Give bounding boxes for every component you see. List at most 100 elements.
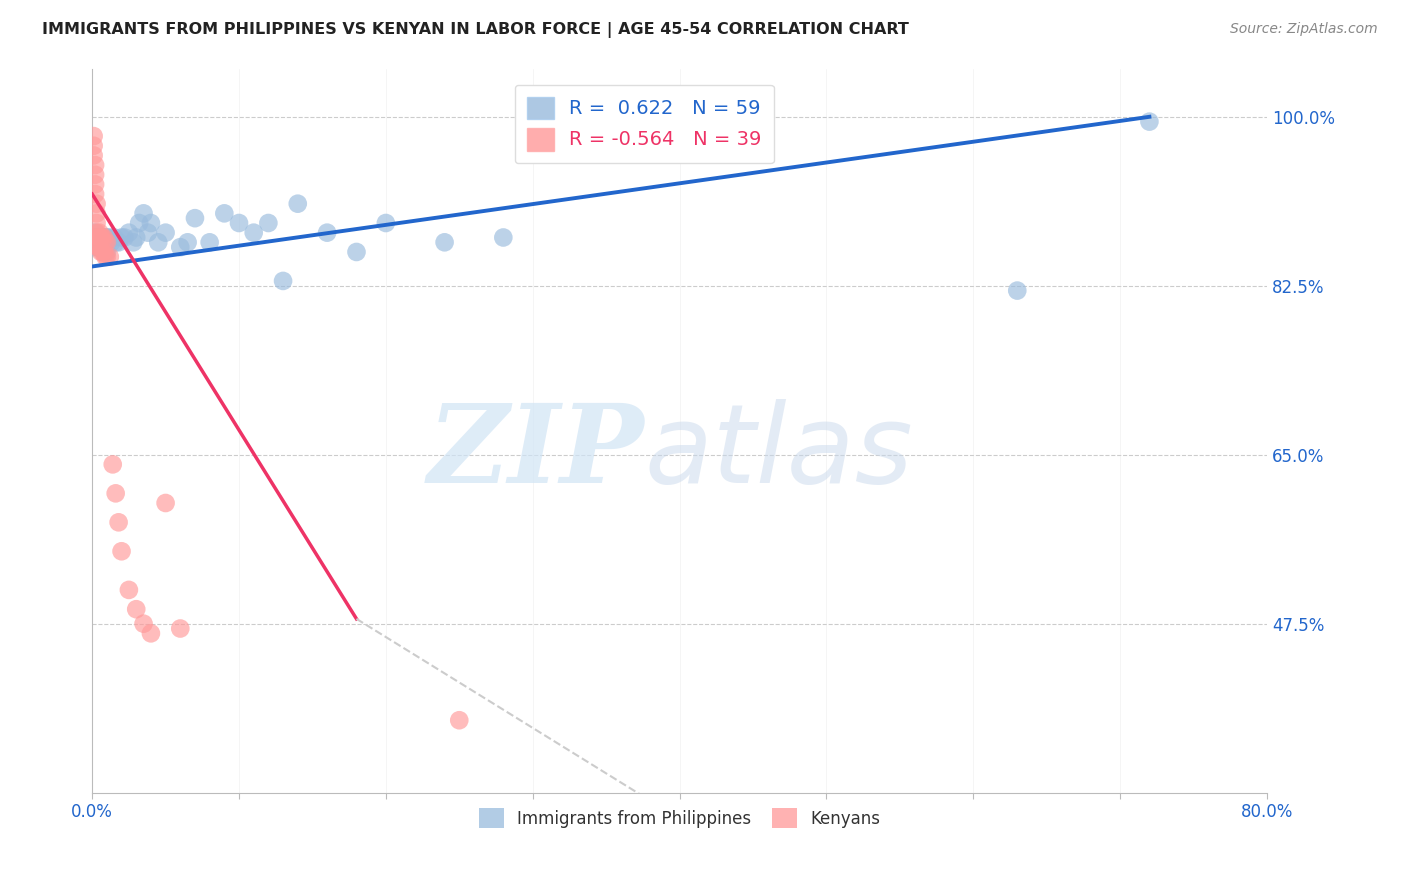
Point <box>176 235 198 250</box>
Point <box>94 235 117 250</box>
Point <box>100 235 122 250</box>
Point <box>287 196 309 211</box>
Point <box>125 602 148 616</box>
Point <box>91 240 114 254</box>
Point <box>94 244 117 259</box>
Point <box>155 496 177 510</box>
Point <box>93 240 115 254</box>
Point <box>110 230 132 244</box>
Point <box>98 250 121 264</box>
Point <box>1007 284 1029 298</box>
Point <box>93 230 115 244</box>
Point <box>89 226 111 240</box>
Point <box>87 235 110 250</box>
Point <box>96 250 118 264</box>
Point <box>89 230 111 244</box>
Point <box>128 216 150 230</box>
Point <box>87 240 110 254</box>
Point <box>242 226 264 240</box>
Point <box>110 544 132 558</box>
Point <box>169 622 191 636</box>
Point <box>132 616 155 631</box>
Point <box>148 235 170 250</box>
Point <box>96 230 118 244</box>
Point <box>94 250 117 264</box>
Point <box>316 226 339 240</box>
Point <box>93 244 115 259</box>
Point <box>492 230 515 244</box>
Point <box>139 216 162 230</box>
Point <box>101 458 124 472</box>
Point <box>103 230 125 244</box>
Point <box>84 240 107 254</box>
Point <box>91 230 114 244</box>
Point <box>86 206 108 220</box>
Point <box>86 196 108 211</box>
Point <box>84 178 107 192</box>
Point <box>104 486 127 500</box>
Point <box>84 158 107 172</box>
Point <box>84 235 107 250</box>
Point <box>139 626 162 640</box>
Point <box>87 230 110 244</box>
Point <box>136 226 159 240</box>
Point <box>93 230 115 244</box>
Point <box>83 148 105 162</box>
Point <box>107 516 129 530</box>
Point <box>86 216 108 230</box>
Point <box>83 230 105 244</box>
Point <box>89 230 111 244</box>
Point <box>84 187 107 202</box>
Point <box>90 240 112 254</box>
Point <box>169 240 191 254</box>
Legend: Immigrants from Philippines, Kenyans: Immigrants from Philippines, Kenyans <box>472 801 887 835</box>
Point <box>155 226 177 240</box>
Point <box>83 138 105 153</box>
Point <box>346 244 368 259</box>
Point <box>1139 114 1161 128</box>
Point <box>94 230 117 244</box>
Point <box>228 216 250 230</box>
Point <box>98 230 121 244</box>
Point <box>87 240 110 254</box>
Point <box>89 235 111 250</box>
Text: IMMIGRANTS FROM PHILIPPINES VS KENYAN IN LABOR FORCE | AGE 45-54 CORRELATION CHA: IMMIGRANTS FROM PHILIPPINES VS KENYAN IN… <box>42 22 910 38</box>
Point <box>91 230 114 244</box>
Text: atlas: atlas <box>644 399 912 506</box>
Point <box>86 235 108 250</box>
Point <box>87 235 110 250</box>
Point <box>86 230 108 244</box>
Point <box>271 274 294 288</box>
Point <box>114 230 136 244</box>
Point <box>83 129 105 144</box>
Point <box>90 230 112 244</box>
Point <box>86 226 108 240</box>
Point <box>132 206 155 220</box>
Point <box>91 244 114 259</box>
Point <box>125 230 148 244</box>
Point <box>118 226 141 240</box>
Point <box>107 235 129 250</box>
Point <box>87 230 110 244</box>
Point <box>449 713 471 727</box>
Point <box>118 582 141 597</box>
Point <box>184 211 207 226</box>
Text: ZIP: ZIP <box>427 399 644 506</box>
Point <box>89 240 111 254</box>
Point <box>90 244 112 259</box>
Point <box>86 235 108 250</box>
Point <box>96 244 118 259</box>
Point <box>96 235 118 250</box>
Point <box>84 230 107 244</box>
Text: Source: ZipAtlas.com: Source: ZipAtlas.com <box>1230 22 1378 37</box>
Point <box>257 216 280 230</box>
Point <box>89 240 111 254</box>
Point <box>433 235 456 250</box>
Point <box>214 206 236 220</box>
Point <box>198 235 221 250</box>
Point <box>104 235 127 250</box>
Point <box>122 235 145 250</box>
Point <box>83 235 105 250</box>
Point <box>374 216 396 230</box>
Point <box>84 226 107 240</box>
